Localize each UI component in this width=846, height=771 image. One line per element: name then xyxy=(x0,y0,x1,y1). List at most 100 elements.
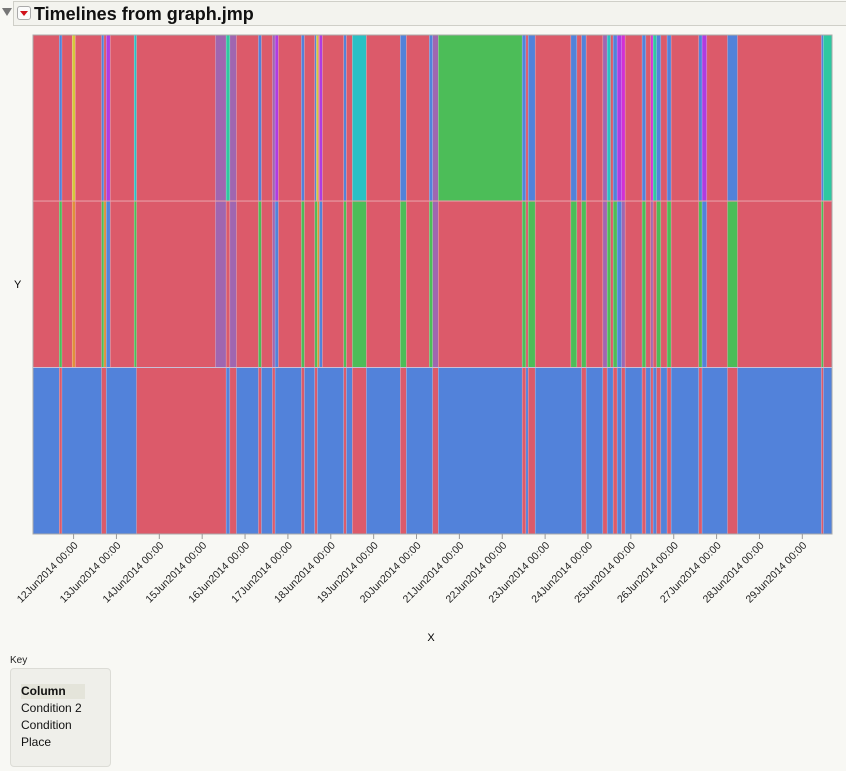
timeline-segment[interactable] xyxy=(319,201,323,368)
timeline-segment[interactable] xyxy=(278,201,302,368)
timeline-segment[interactable] xyxy=(727,367,738,535)
timeline-segment[interactable] xyxy=(406,201,430,368)
timeline-segment[interactable] xyxy=(585,34,604,202)
timeline-segment[interactable] xyxy=(304,34,316,202)
timeline-segment[interactable] xyxy=(656,34,662,202)
timeline-segment[interactable] xyxy=(32,34,60,202)
timeline-segment[interactable] xyxy=(432,34,439,202)
timeline-segment[interactable] xyxy=(432,367,439,535)
key-item-place[interactable]: Place xyxy=(21,735,52,749)
red-triangle-menu-icon[interactable] xyxy=(17,6,31,20)
timeline-segment[interactable] xyxy=(225,34,231,202)
timeline-segment[interactable] xyxy=(645,367,652,535)
timeline-segment[interactable] xyxy=(301,367,305,535)
timeline-segment[interactable] xyxy=(645,201,652,368)
timeline-segment[interactable] xyxy=(322,201,345,368)
timeline-segment[interactable] xyxy=(101,367,107,535)
timeline-segment[interactable] xyxy=(304,201,316,368)
timeline-segment[interactable] xyxy=(229,201,237,368)
timeline-segment[interactable] xyxy=(610,34,614,202)
timeline-segment[interactable] xyxy=(624,201,643,368)
timeline-segment[interactable] xyxy=(225,201,231,368)
timeline-segment[interactable] xyxy=(317,367,345,535)
timeline-segment[interactable] xyxy=(136,201,216,368)
timeline-segment[interactable] xyxy=(581,201,587,368)
timeline-segment[interactable] xyxy=(660,367,668,535)
timeline-segment[interactable] xyxy=(621,367,626,535)
timeline-segment[interactable] xyxy=(109,34,135,202)
key-column-header[interactable]: Column xyxy=(21,684,85,699)
timeline-segment[interactable] xyxy=(58,34,63,202)
timeline-segment[interactable] xyxy=(612,367,618,535)
timeline-segment[interactable] xyxy=(61,367,102,535)
timeline-segment[interactable] xyxy=(652,201,657,368)
timeline-segment[interactable] xyxy=(650,34,654,202)
timeline-segment[interactable] xyxy=(101,34,105,202)
timeline-segment[interactable] xyxy=(737,367,822,535)
timeline-segment[interactable] xyxy=(641,201,647,368)
disclosure-triangle-icon[interactable] xyxy=(2,8,12,16)
timeline-segment[interactable] xyxy=(527,367,536,535)
timeline-segment[interactable] xyxy=(304,367,316,535)
timeline-segment[interactable] xyxy=(61,34,73,202)
timeline-segment[interactable] xyxy=(581,34,587,202)
timeline-segment[interactable] xyxy=(261,201,273,368)
timeline-segment[interactable] xyxy=(366,34,401,202)
timeline-segment[interactable] xyxy=(727,201,738,368)
timeline-segment[interactable] xyxy=(346,201,353,368)
timeline-segment[interactable] xyxy=(698,201,703,368)
timeline-segment[interactable] xyxy=(58,367,63,535)
timeline-segment[interactable] xyxy=(352,367,367,535)
timeline-segment[interactable] xyxy=(432,201,439,368)
timeline-segment[interactable] xyxy=(438,367,523,535)
timeline-segment[interactable] xyxy=(406,367,434,535)
timeline-segment[interactable] xyxy=(606,201,611,368)
timeline-segment[interactable] xyxy=(660,201,668,368)
timeline-segment[interactable] xyxy=(400,34,407,202)
timeline-segment[interactable] xyxy=(823,367,833,535)
timeline-segment[interactable] xyxy=(670,201,700,368)
timeline-segment[interactable] xyxy=(534,201,572,368)
timeline-segment[interactable] xyxy=(602,201,608,368)
timeline-segment[interactable] xyxy=(521,367,527,535)
timeline-segment[interactable] xyxy=(621,34,626,202)
timeline-segment[interactable] xyxy=(429,201,434,368)
timeline-segment[interactable] xyxy=(322,34,345,202)
timeline-segment[interactable] xyxy=(527,201,536,368)
timeline-segment[interactable] xyxy=(225,367,231,535)
timeline-segment[interactable] xyxy=(105,367,137,535)
timeline-segment[interactable] xyxy=(656,201,662,368)
timeline-segment[interactable] xyxy=(261,367,273,535)
timeline-segment[interactable] xyxy=(737,34,822,202)
timeline-segment[interactable] xyxy=(314,367,318,535)
timeline-segment[interactable] xyxy=(71,34,76,202)
timeline-segment[interactable] xyxy=(606,34,611,202)
timeline-segment[interactable] xyxy=(346,367,353,535)
timeline-segment[interactable] xyxy=(400,367,407,535)
timeline-segment[interactable] xyxy=(136,34,216,202)
timeline-segment[interactable] xyxy=(606,367,614,535)
timeline-segment[interactable] xyxy=(301,201,305,368)
timeline-segment[interactable] xyxy=(103,34,107,202)
timeline-segment[interactable] xyxy=(258,201,262,368)
timeline-segment[interactable] xyxy=(610,201,614,368)
timeline-segment[interactable] xyxy=(261,34,273,202)
timeline-segment[interactable] xyxy=(656,367,662,535)
timeline-segment[interactable] xyxy=(105,201,111,368)
timeline-segment[interactable] xyxy=(71,201,76,368)
timeline-segment[interactable] xyxy=(701,34,708,202)
timeline-segment[interactable] xyxy=(624,34,643,202)
timeline-segment[interactable] xyxy=(521,34,527,202)
timeline-segment[interactable] xyxy=(612,34,618,202)
timeline-segment[interactable] xyxy=(133,34,137,202)
timeline-segment[interactable] xyxy=(319,34,323,202)
timeline-segment[interactable] xyxy=(616,34,622,202)
timeline-segment[interactable] xyxy=(274,34,279,202)
timeline-segment[interactable] xyxy=(823,34,833,202)
timeline-segment[interactable] xyxy=(612,201,618,368)
timeline-segment[interactable] xyxy=(236,367,259,535)
timeline-segment[interactable] xyxy=(314,201,318,368)
timeline-segment[interactable] xyxy=(103,201,107,368)
timeline-segment[interactable] xyxy=(534,367,582,535)
timeline-segment[interactable] xyxy=(274,367,302,535)
